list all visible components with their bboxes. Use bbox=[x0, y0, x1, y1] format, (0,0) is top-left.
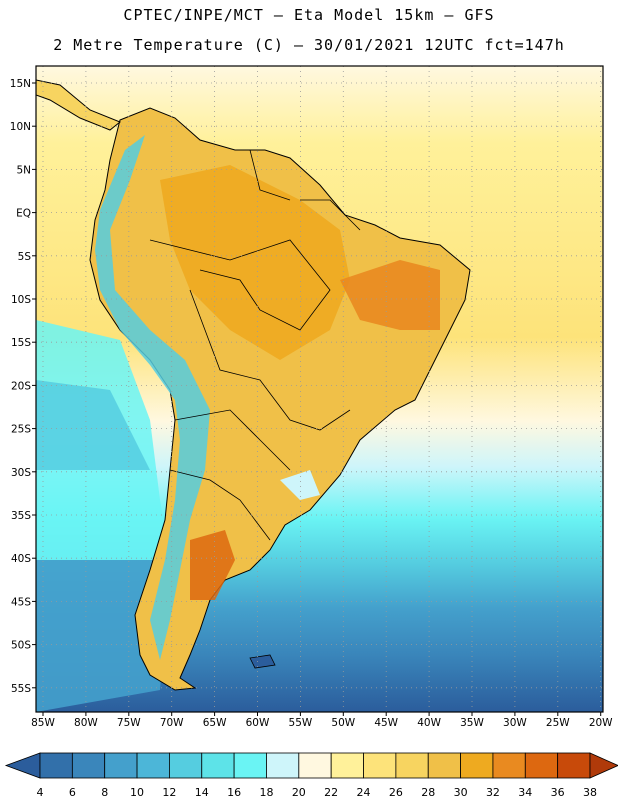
colorbar-label: 36 bbox=[551, 786, 565, 799]
longitude-label: 50W bbox=[331, 717, 355, 729]
colorbar-swatch bbox=[557, 752, 591, 779]
colorbar-label: 6 bbox=[69, 786, 76, 799]
colorbar-label: 24 bbox=[357, 786, 371, 799]
map-title-line1: CPTEC/INPE/MCT – Eta Model 15km – GFS bbox=[123, 6, 495, 24]
colorbar-label: 10 bbox=[130, 786, 144, 799]
colorbar-label: 38 bbox=[583, 786, 597, 799]
latitude-label: 20S bbox=[11, 380, 31, 392]
longitude-label: 65W bbox=[203, 717, 227, 729]
falkland-islands bbox=[249, 654, 276, 669]
colorbar-swatch bbox=[330, 752, 364, 779]
colorbar-swatch bbox=[492, 752, 526, 779]
colorbar-labels: 4 6 8 10 12 14 16 18 20 22 24 26 28 30 32 34 36 38 bbox=[37, 786, 598, 799]
andes-cold-strip bbox=[95, 135, 210, 660]
latitude-label: 5S bbox=[18, 251, 32, 263]
colorbar-swatch bbox=[395, 752, 429, 779]
longitude-label: 55W bbox=[289, 717, 313, 729]
colorbar-label: 22 bbox=[324, 786, 338, 799]
longitude-label: 25W bbox=[546, 717, 570, 729]
colorbar-swatch bbox=[136, 752, 170, 779]
colorbar-swatch bbox=[201, 752, 235, 779]
colorbar-high-triangle bbox=[589, 752, 618, 779]
latitude-label: 50S bbox=[11, 640, 31, 652]
colorbar-swatch bbox=[233, 752, 267, 779]
amazon-warm-area bbox=[160, 165, 350, 360]
latitude-label: 55S bbox=[11, 683, 31, 695]
latitude-label: 25S bbox=[11, 424, 31, 436]
longitude-label: 60W bbox=[246, 717, 270, 729]
longitude-label: 30W bbox=[503, 717, 527, 729]
map-title-line2: 2 Metre Temperature (C) – 30/01/2021 12U… bbox=[53, 36, 565, 54]
southern-pacific-band bbox=[36, 560, 170, 712]
map-frame bbox=[35, 65, 604, 713]
colorbar-label: 30 bbox=[454, 786, 468, 799]
latitude-label: 5N bbox=[16, 164, 31, 176]
latitude-labels: 15N 10N 5N EQ 5S 10S 15S 20S 25S 30S 35S 40S 45S 50S 5… bbox=[10, 78, 36, 695]
colorbar-label: 28 bbox=[421, 786, 435, 799]
colorbar-swatch bbox=[524, 752, 559, 779]
colorbar-swatch bbox=[460, 752, 494, 779]
colorbar-label: 4 bbox=[37, 786, 44, 799]
colorbar-swatch bbox=[39, 752, 73, 779]
colorbar-swatch bbox=[71, 752, 106, 779]
latitude-label: 10N bbox=[10, 121, 31, 133]
pacific-cold-band bbox=[36, 380, 150, 470]
map-field bbox=[36, 66, 603, 712]
longitude-label: 75W bbox=[117, 717, 141, 729]
longitude-label: 85W bbox=[31, 717, 55, 729]
colorbar-swatch bbox=[104, 752, 138, 779]
longitude-label: 45W bbox=[374, 717, 398, 729]
colorbar-label: 18 bbox=[259, 786, 273, 799]
longitude-label: 35W bbox=[460, 717, 484, 729]
latitude-label: 10S bbox=[11, 294, 31, 306]
latitude-label: 45S bbox=[11, 596, 31, 608]
colorbar-low-triangle bbox=[4, 752, 41, 779]
colorbar-swatch bbox=[427, 752, 461, 779]
longitude-label: 20W bbox=[589, 717, 613, 729]
colorbar-label: 26 bbox=[389, 786, 403, 799]
longitude-label: 40W bbox=[417, 717, 441, 729]
latitude-label: 15N bbox=[10, 78, 31, 90]
northeast-hot-area bbox=[340, 260, 440, 330]
colorbar-label: 16 bbox=[227, 786, 241, 799]
colorbar-swatch bbox=[169, 752, 203, 779]
colorbar bbox=[4, 752, 618, 779]
colorbar-label: 20 bbox=[292, 786, 306, 799]
colorbar-label: 14 bbox=[195, 786, 209, 799]
colorbar-swatch bbox=[298, 752, 332, 779]
latitude-label: 35S bbox=[11, 510, 31, 522]
uruguay-cool-area bbox=[280, 470, 320, 500]
colorbar-label: 34 bbox=[518, 786, 532, 799]
longitude-label: 70W bbox=[160, 717, 184, 729]
colorbar-label: 12 bbox=[162, 786, 176, 799]
colorbar-label: 8 bbox=[101, 786, 108, 799]
latitude-label: 15S bbox=[11, 337, 31, 349]
longitude-label: 80W bbox=[74, 717, 98, 729]
colorbar-label: 32 bbox=[486, 786, 500, 799]
latitude-label: 30S bbox=[11, 467, 31, 479]
latitude-label: 40S bbox=[11, 553, 31, 565]
colorbar-swatch bbox=[363, 752, 397, 779]
patagonia-hot-area bbox=[190, 530, 235, 600]
colorbar-swatch bbox=[266, 752, 300, 779]
latitude-label: EQ bbox=[16, 208, 31, 220]
longitude-labels: 85W 80W 75W 70W 65W 60W 55W 50W 45W 40W 35W 30W 25W 2… bbox=[31, 712, 613, 729]
central-america-land bbox=[36, 79, 121, 131]
